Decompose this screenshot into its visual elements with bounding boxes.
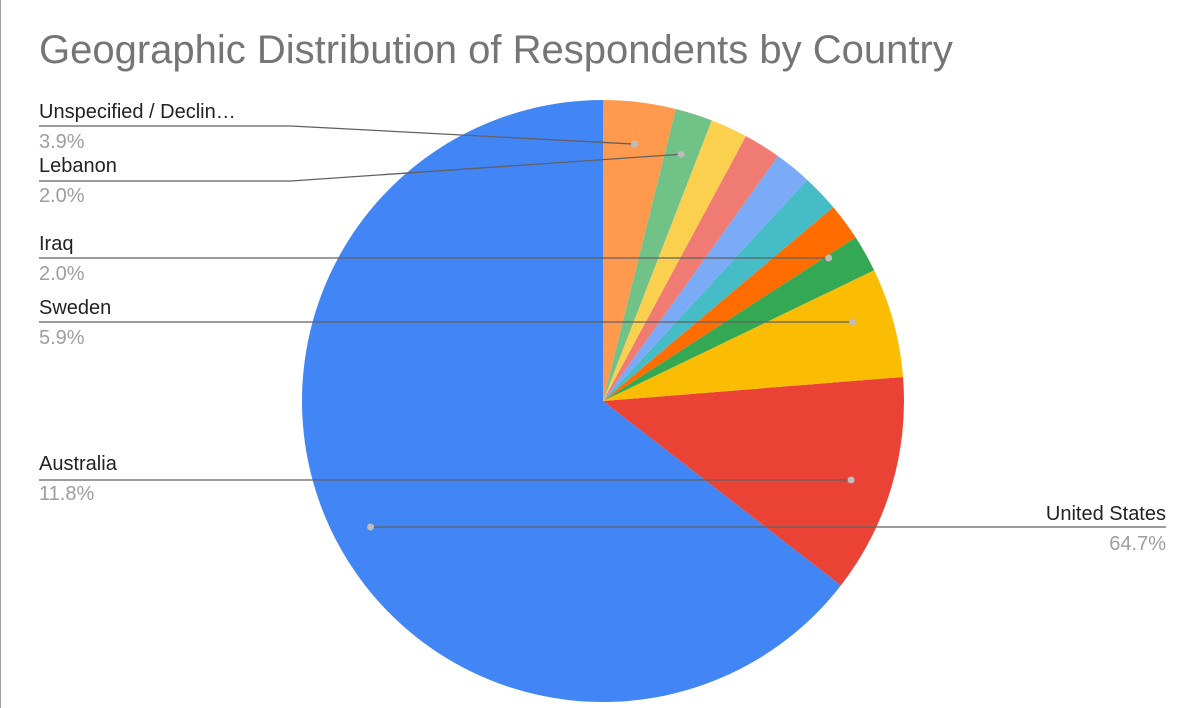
callout-line [39,125,635,145]
callout-dot [825,254,833,262]
pie-slice-sweden[interactable] [603,270,904,401]
pie-slice-unlabeled-5[interactable] [603,179,834,401]
pie-slice-iraq[interactable] [603,237,875,401]
slice-label: Australia [39,453,118,475]
callout-dot [847,476,855,484]
pie-slice-australia[interactable] [603,376,904,586]
pie-slice-unspecified-declin[interactable] [603,100,676,401]
slice-label: Sweden [39,297,111,319]
slice-label: Unspecified / Declin… [39,101,236,123]
slice-label: Iraq [39,233,73,255]
pie-slice-unlabeled-6[interactable] [603,156,808,401]
slice-percent: 5.9% [39,327,85,349]
pie-slice-unlabeled-7[interactable] [603,136,778,401]
slice-percent: 3.9% [39,131,85,153]
pie-slice-unlabeled-8[interactable] [603,120,746,401]
callout-dot [631,140,639,148]
slice-label: Lebanon [39,155,117,177]
callout-dot [677,150,685,158]
callout-dot [367,523,375,531]
slice-percent: 11.8% [39,483,94,505]
callout-line [39,153,682,182]
slice-percent: 2.0% [39,263,85,285]
slice-label: United States [1046,503,1166,525]
callout-dot [849,318,857,326]
pie-slice-lebanon[interactable] [603,108,712,402]
chart-title: Geographic Distribution of Respondents b… [39,28,953,72]
pie-slice-united-states[interactable] [302,100,841,702]
pie-slice-unlabeled-4[interactable] [603,207,856,401]
slice-percent: 2.0% [39,185,85,207]
slice-percent: 64.7% [1109,533,1166,555]
